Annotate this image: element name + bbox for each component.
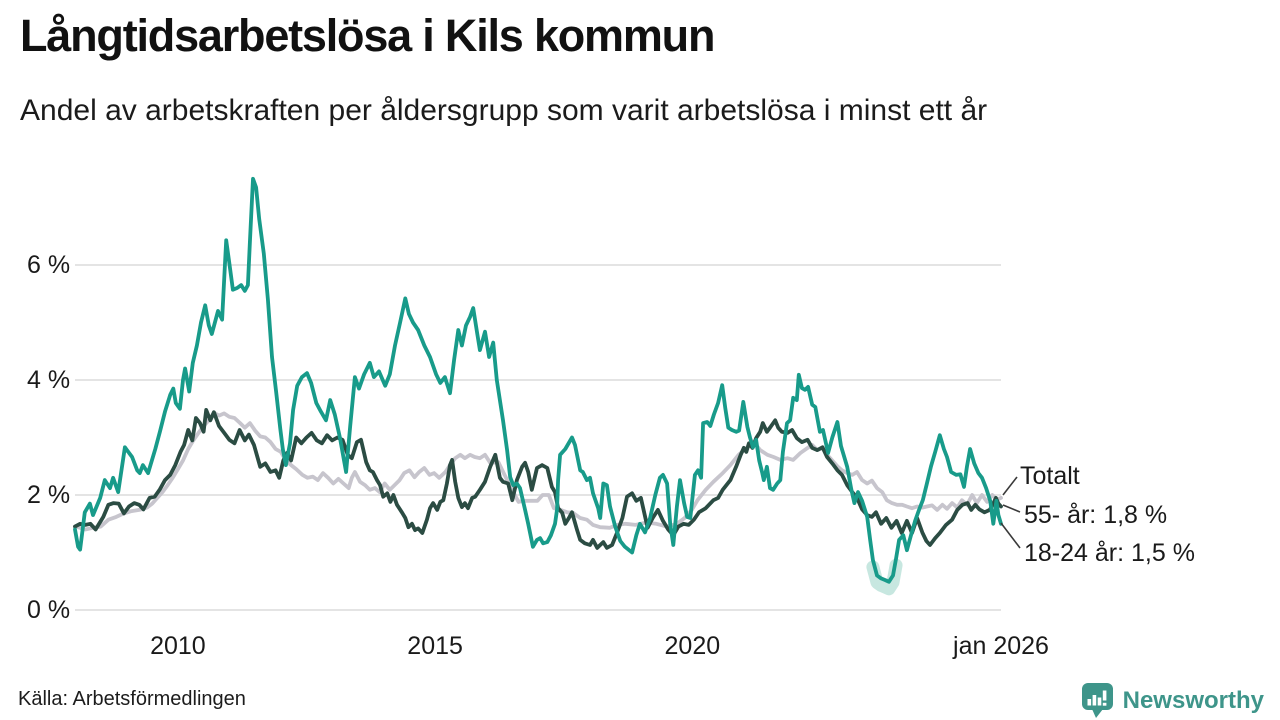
leader-line — [1000, 522, 1021, 549]
series-line-18-24 år — [73, 176, 1003, 584]
series-line-Totalt — [73, 410, 1003, 532]
source-note: Källa: Arbetsförmedlingen — [18, 688, 246, 710]
series-end-label: Totalt — [1020, 462, 1080, 490]
page-title: Långtidsarbetslösa i Kils kommun — [20, 10, 715, 61]
series-end-label: 18-24 år: 1,5 % — [1024, 539, 1195, 567]
x-tick-label: 2015 — [407, 632, 463, 660]
leader-line — [1002, 504, 1021, 513]
x-tick-label: 2020 — [664, 632, 721, 660]
lowlight-band — [866, 558, 903, 596]
y-tick-label: 4 % — [27, 366, 71, 394]
x-tick-label: 2010 — [150, 632, 206, 660]
y-tick-label: 0 % — [27, 596, 71, 624]
leader-line — [1002, 476, 1018, 496]
newsworthy-logo-text: Newsworthy — [1122, 686, 1264, 714]
page-subtitle: Andel av arbetskraften per åldersgrupp s… — [20, 94, 988, 127]
y-tick-label: 6 % — [27, 251, 71, 279]
x-tick-label: jan 2026 — [953, 632, 1049, 660]
series-line-55- år — [73, 407, 1003, 550]
y-tick-label: 2 % — [27, 481, 71, 509]
newsworthy-chart-bubble-icon — [1081, 683, 1113, 718]
newsworthy-logo[interactable]: Newsworthy — [1081, 682, 1264, 719]
series-end-label: 55- år: 1,8 % — [1024, 501, 1168, 529]
